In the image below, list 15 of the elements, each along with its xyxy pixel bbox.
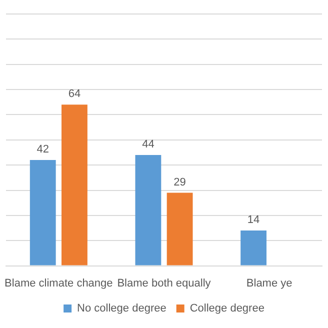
legend-label: College degree bbox=[190, 302, 264, 315]
data-label: 44 bbox=[142, 138, 154, 151]
x-tick-label: Blame climate change bbox=[4, 277, 113, 290]
data-label: 14 bbox=[247, 214, 260, 226]
bar bbox=[62, 104, 88, 266]
data-label: 42 bbox=[36, 144, 49, 156]
data-label: 64 bbox=[68, 88, 81, 100]
x-tick-label: Blame ye bbox=[246, 277, 292, 290]
data-label: 29 bbox=[174, 176, 186, 188]
bar bbox=[30, 160, 56, 266]
bar bbox=[166, 192, 193, 266]
bar bbox=[135, 155, 162, 266]
legend-label: No college degree bbox=[77, 302, 166, 315]
x-tick-label: Blame both equally bbox=[117, 277, 212, 290]
bar bbox=[240, 230, 266, 266]
